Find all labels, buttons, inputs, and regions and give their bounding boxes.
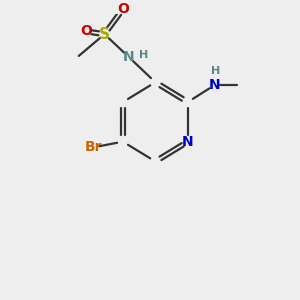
Text: N: N [123,50,134,64]
Text: N: N [209,78,220,92]
Text: H: H [139,50,148,60]
Text: H: H [211,66,220,76]
Text: O: O [117,2,129,16]
Text: O: O [80,24,92,38]
Text: Br: Br [85,140,102,154]
Text: S: S [99,27,110,42]
Text: N: N [182,135,194,149]
